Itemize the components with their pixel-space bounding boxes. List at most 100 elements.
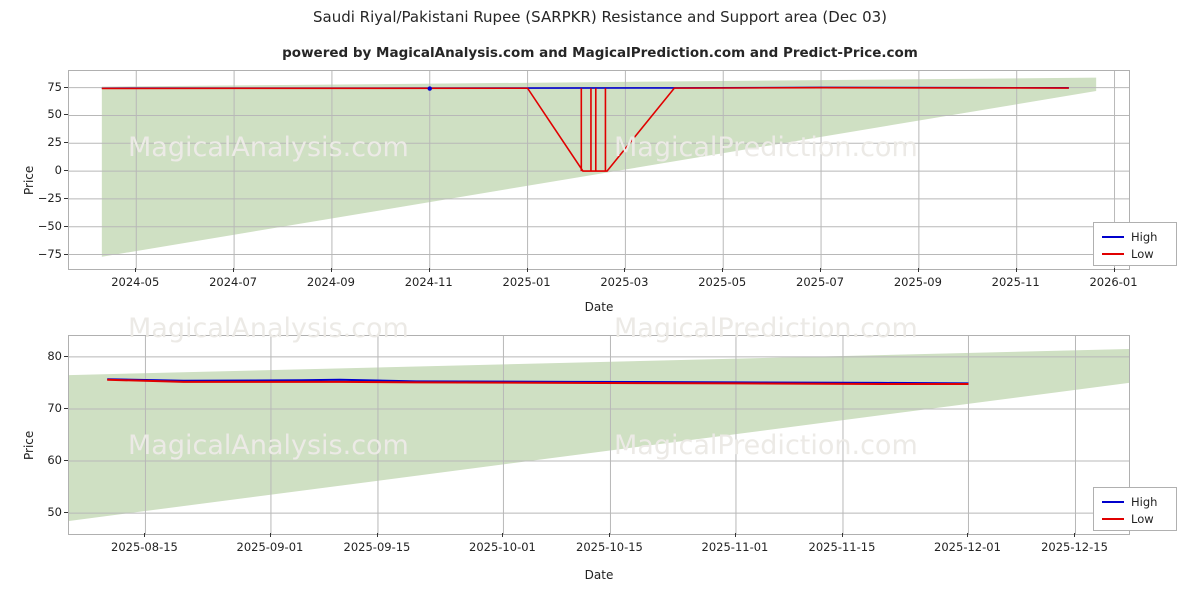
legend-label-high: High: [1131, 494, 1158, 509]
legend-label-low: Low: [1131, 246, 1154, 261]
x-tick-mark: [722, 268, 724, 272]
series-canvas: [69, 336, 1129, 534]
support-resistance-band: [101, 77, 1097, 257]
x-tick-label: 2024-09: [306, 275, 355, 289]
y-tick-mark: [64, 355, 68, 357]
legend-line-high: [1102, 235, 1124, 238]
bottom-y-axis-label: Price: [22, 430, 36, 460]
x-tick-label: 2025-12-01: [934, 540, 1001, 554]
legend-item-high: High: [1102, 493, 1168, 510]
x-tick-mark: [330, 268, 332, 272]
series-line-low: [101, 86, 1069, 172]
x-tick-mark: [428, 268, 430, 272]
series-canvas: [69, 71, 1129, 269]
y-tick-label: −25: [37, 190, 62, 205]
top-x-axis-label: Date: [584, 300, 614, 314]
y-tick-mark: [64, 170, 68, 172]
y-tick-mark: [64, 512, 68, 514]
x-tick-label: 2025-09-01: [236, 540, 304, 554]
x-tick-label: 2025-10-01: [469, 540, 536, 554]
top-y-axis-label: Price: [22, 165, 36, 195]
y-tick-label: −75: [37, 246, 62, 261]
x-tick-mark: [1074, 533, 1076, 537]
watermark: MagicalAnalysis.com: [128, 313, 409, 344]
legend-label-low: Low: [1131, 511, 1154, 526]
bottom-legend: High Low: [1093, 487, 1177, 531]
x-tick-mark: [376, 533, 378, 537]
bottom-x-axis-label: Date: [584, 568, 614, 582]
legend-item-low: Low: [1102, 245, 1168, 262]
x-tick-mark: [1015, 268, 1017, 272]
x-tick-mark: [144, 533, 146, 537]
series-line-high: [107, 378, 969, 385]
x-tick-label: 2024-05: [111, 275, 160, 289]
y-tick-mark: [64, 86, 68, 88]
top-legend: High Low: [1093, 222, 1177, 266]
legend-item-low: Low: [1102, 510, 1168, 527]
y-tick-label: 75: [47, 79, 62, 94]
legend-item-high: High: [1102, 228, 1168, 245]
x-tick-mark: [233, 268, 235, 272]
bottom-chart-panel: 50 60 70 80 2025-08-15 2025-09-01 2025-09-15 2…: [0, 310, 1200, 600]
x-tick-mark: [820, 268, 822, 272]
x-tick-label: 2026-01: [1089, 275, 1138, 289]
watermark: MagicalAnalysis.com: [128, 132, 409, 163]
x-tick-label: 2025-05: [698, 275, 747, 289]
watermark: MagicalAnalysis.com: [128, 430, 409, 461]
y-tick-label: 0: [54, 163, 62, 178]
y-tick-mark: [64, 225, 68, 227]
y-tick-label: 50: [47, 505, 62, 520]
y-tick-mark: [64, 407, 68, 409]
bottom-plot-area: [68, 335, 1130, 535]
y-tick-mark: [64, 114, 68, 116]
x-tick-label: 2025-09-15: [343, 540, 411, 554]
x-tick-mark: [917, 268, 919, 272]
x-tick-label: 2025-12-15: [1041, 540, 1108, 554]
x-tick-mark: [624, 268, 626, 272]
x-tick-label: 2025-03: [600, 275, 649, 289]
x-tick-mark: [1113, 268, 1115, 272]
x-tick-label: 2025-07: [796, 275, 845, 289]
top-chart-panel: −75 −50 −25 0 25 50 75 2024-05 2024-07 2024-09 20…: [22, 70, 1177, 314]
y-tick-label: 50: [47, 107, 62, 122]
x-tick-label: 2025-01: [502, 275, 551, 289]
legend-line-low: [1102, 517, 1124, 520]
page-subtitle: powered by MagicalAnalysis.com and Magic…: [282, 45, 918, 61]
support-resistance-band: [69, 349, 1129, 521]
watermark: MagicalPrediction.com: [614, 313, 918, 344]
series-line-low: [107, 378, 969, 385]
y-tick-label: 70: [47, 400, 62, 415]
x-tick-mark: [502, 533, 504, 537]
x-tick-mark: [734, 533, 736, 537]
y-tick-label: 60: [47, 453, 62, 468]
y-tick-mark: [64, 142, 68, 144]
y-tick-mark: [64, 460, 68, 462]
x-tick-mark: [609, 533, 611, 537]
page-title: Saudi Riyal/Pakistani Rupee (SARPKR) Res…: [312, 8, 888, 26]
x-tick-label: 2025-10-15: [576, 540, 643, 554]
watermark: MagicalPrediction.com: [614, 132, 918, 163]
y-tick-mark: [64, 197, 68, 199]
x-tick-mark: [526, 268, 528, 272]
x-tick-label: 2025-09: [893, 275, 942, 289]
x-tick-mark: [967, 533, 969, 537]
y-tick-label: 80: [47, 348, 62, 363]
y-tick-label: −50: [37, 218, 62, 233]
top-plot-area: [68, 70, 1130, 270]
x-tick-label: 2024-11: [404, 275, 453, 289]
y-tick-mark: [64, 253, 68, 255]
x-tick-mark: [841, 533, 843, 537]
y-tick-label: 25: [47, 135, 62, 150]
legend-label-high: High: [1131, 229, 1158, 244]
x-tick-label: 2025-11-15: [808, 540, 876, 554]
x-tick-label: 2025-11-01: [701, 540, 769, 554]
watermark: MagicalPrediction.com: [614, 430, 918, 461]
x-tick-mark: [269, 533, 271, 537]
x-tick-label: 2025-11: [991, 275, 1040, 289]
series-marker-high: [427, 86, 432, 91]
legend-line-low: [1102, 252, 1124, 255]
x-tick-label: 2025-08-15: [111, 540, 178, 554]
x-tick-label: 2024-07: [209, 275, 258, 289]
x-tick-mark: [135, 268, 137, 272]
legend-line-high: [1102, 500, 1124, 503]
